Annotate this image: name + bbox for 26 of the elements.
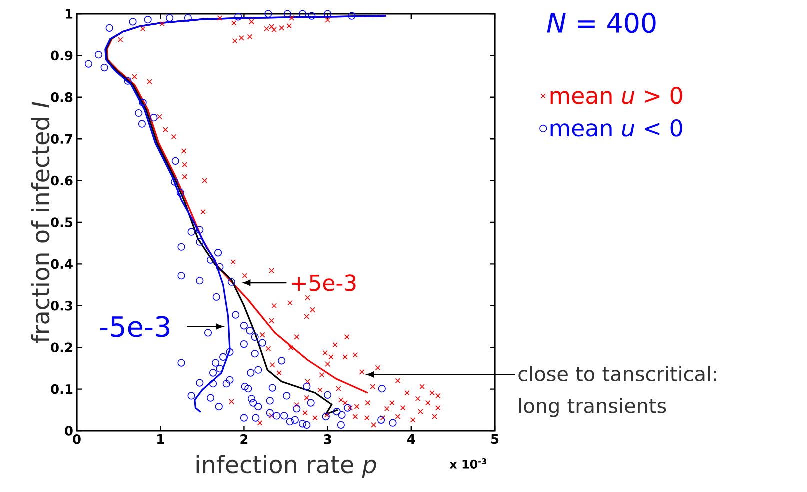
y-tick-label: 0.9 [51, 50, 73, 61]
x-tick-label: 1 [158, 434, 164, 444]
y-tick-label: 0.1 [51, 384, 73, 394]
y-tick-label: 0.2 [51, 342, 72, 352]
x-tick-label: 5 [491, 434, 499, 444]
y-tick-label: 0.5 [51, 218, 73, 228]
x-tick-label: 0 [73, 434, 81, 444]
text: x 10$^{-3}$ [450, 458, 486, 469]
legend-label: mean u > 0 [550, 86, 682, 104]
y-axis-title: fraction of infected I [31, 102, 50, 343]
y-tick-label: 1 [66, 9, 73, 19]
x-tick-label: 4 [407, 434, 416, 444]
y-tick-label: 0.8 [51, 92, 73, 102]
y-tick-label: 0.3 [51, 301, 72, 311]
y-tick-label: 0.7 [51, 134, 72, 144]
x-tick-label: 3 [324, 434, 332, 444]
annotation: +5e-3 [292, 274, 356, 292]
y-tick-label: 0.4 [51, 259, 73, 270]
y-tick-label: 0 [65, 426, 73, 436]
annotation: -5e-3 [100, 316, 170, 338]
x-tick-label: 2 [240, 434, 248, 444]
y-tick-label: 0.6 [51, 176, 73, 186]
legend-label: mean u < 0 [550, 119, 682, 137]
x-axis-title: infection rate p [196, 455, 376, 478]
annotation: close to tanscritical: long transients [518, 366, 716, 418]
legend-title: N = 400 [547, 12, 656, 34]
